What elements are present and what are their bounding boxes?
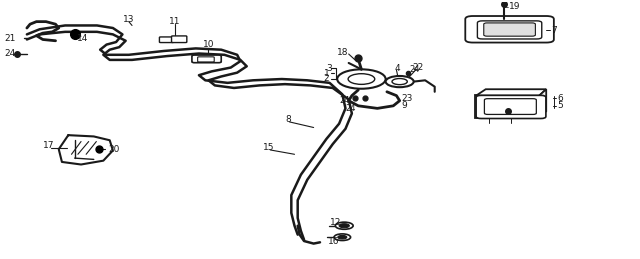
Text: 24: 24 — [339, 96, 349, 105]
Text: 21: 21 — [4, 34, 15, 43]
Text: 20: 20 — [108, 145, 120, 154]
FancyBboxPatch shape — [172, 36, 187, 42]
Text: 9: 9 — [401, 101, 406, 110]
Polygon shape — [476, 89, 546, 96]
Text: 8: 8 — [285, 115, 291, 124]
Text: 18: 18 — [337, 48, 349, 57]
FancyBboxPatch shape — [475, 95, 540, 118]
Circle shape — [386, 76, 413, 87]
FancyBboxPatch shape — [465, 16, 554, 42]
Text: 2: 2 — [324, 74, 330, 83]
Text: 4: 4 — [394, 64, 400, 73]
Text: 11: 11 — [169, 17, 180, 26]
Text: 19: 19 — [509, 2, 520, 11]
Circle shape — [338, 235, 347, 239]
Text: 1: 1 — [324, 69, 330, 78]
Text: 3: 3 — [326, 64, 332, 73]
Text: 23: 23 — [401, 94, 412, 103]
FancyBboxPatch shape — [477, 21, 541, 39]
Text: 7: 7 — [551, 26, 557, 35]
Circle shape — [348, 74, 375, 84]
Text: 16: 16 — [328, 237, 340, 246]
Text: 13: 13 — [122, 15, 134, 24]
Text: 15: 15 — [262, 143, 274, 152]
FancyBboxPatch shape — [484, 99, 536, 114]
FancyBboxPatch shape — [192, 55, 221, 63]
Circle shape — [339, 224, 349, 228]
Text: 6: 6 — [557, 94, 563, 103]
FancyBboxPatch shape — [159, 37, 173, 42]
Text: 24: 24 — [409, 65, 420, 74]
Text: 12: 12 — [330, 218, 342, 227]
Polygon shape — [540, 89, 546, 118]
Text: 17: 17 — [43, 141, 54, 150]
Text: 22: 22 — [412, 63, 424, 72]
Circle shape — [337, 69, 386, 89]
Circle shape — [334, 234, 351, 241]
FancyBboxPatch shape — [198, 57, 214, 62]
Circle shape — [335, 222, 353, 229]
FancyBboxPatch shape — [476, 95, 546, 119]
Text: 14: 14 — [77, 34, 88, 43]
Circle shape — [392, 78, 407, 85]
Text: 24: 24 — [4, 49, 15, 58]
Text: 5: 5 — [557, 101, 563, 110]
Text: 24: 24 — [346, 104, 356, 113]
FancyBboxPatch shape — [484, 23, 536, 36]
Text: 10: 10 — [203, 40, 214, 49]
